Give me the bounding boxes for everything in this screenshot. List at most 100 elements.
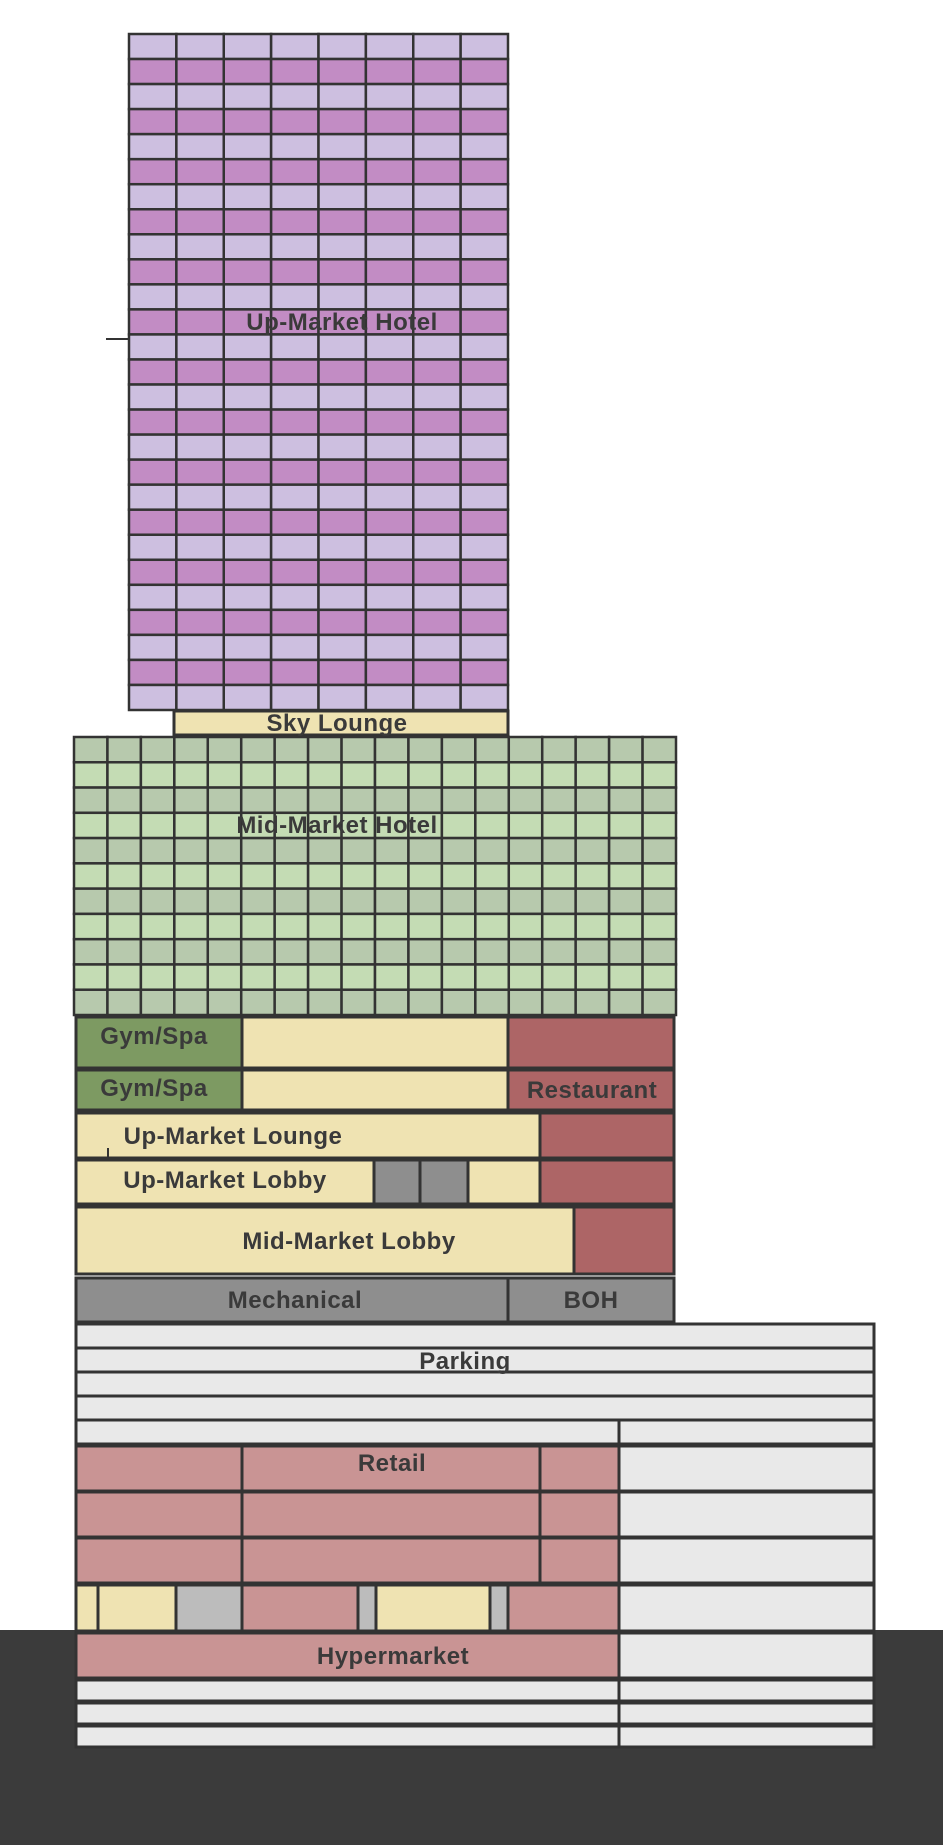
floor-cell (641, 862, 678, 890)
floor-cell (175, 82, 225, 111)
floor-cell (641, 963, 678, 991)
floor-cell (222, 458, 273, 486)
floor-cell (206, 937, 243, 966)
floor-cell (269, 658, 320, 687)
floor-cell (459, 182, 510, 211)
floor-cell (459, 358, 510, 386)
floor-cell (175, 683, 225, 712)
floor-cell (206, 786, 243, 815)
floor-cell (317, 558, 368, 587)
floor-cell (607, 912, 644, 941)
mechanical-label: Mechanical (228, 1287, 362, 1314)
floor-cell (440, 862, 477, 890)
floor-cell (273, 937, 310, 966)
floor-cell (617, 1724, 876, 1749)
floor-cell (239, 735, 276, 764)
floor-cell (239, 988, 276, 1017)
floor-cell (641, 761, 678, 789)
floor-cell (440, 761, 477, 789)
floor-cell (407, 937, 444, 966)
floor-cell (106, 761, 143, 789)
floor-cell (222, 157, 273, 186)
floor-cell (127, 57, 178, 86)
floor-cell (373, 912, 410, 941)
floor-cell (364, 32, 415, 61)
floor-cell (459, 408, 510, 436)
floor-cell (507, 887, 544, 916)
floor-cell (269, 533, 320, 562)
floor-cell (607, 761, 644, 789)
floor-cell (407, 786, 444, 815)
floor-cell (127, 533, 178, 562)
floor-cell (127, 157, 178, 186)
floor-cell (407, 912, 444, 941)
floor-cell (175, 558, 225, 587)
floor-cell (106, 912, 143, 941)
floor-cell (175, 308, 225, 336)
floor-cell (459, 333, 510, 361)
floor-cell (175, 258, 225, 286)
floor-cell (127, 283, 178, 311)
floor-cell (175, 433, 225, 461)
floor-cell (459, 233, 510, 261)
floor-cell (175, 283, 225, 311)
floor-cell (474, 786, 511, 815)
floor-cell (269, 458, 320, 486)
floor-cell (440, 786, 477, 815)
floor-cell (127, 107, 178, 136)
floor-cell (127, 258, 178, 286)
floor-cell (269, 107, 320, 136)
floor-cell (340, 912, 377, 941)
floor-cell (127, 333, 178, 361)
floor-cell (540, 811, 577, 840)
floor-cell (127, 683, 178, 712)
floor-cell (317, 182, 368, 211)
floor-cell (206, 912, 243, 941)
floor-cell (273, 988, 310, 1017)
hypermarket-label: Hypermarket (317, 1643, 469, 1670)
floor-cell (364, 633, 415, 662)
floor-cell (139, 761, 176, 789)
floor-cell (72, 937, 109, 966)
floor-cell (607, 887, 644, 916)
floor-cell (373, 786, 410, 815)
floor-cell (106, 887, 143, 916)
floor-cell (222, 383, 273, 411)
floor-cell (127, 658, 178, 687)
floor-cell (459, 533, 510, 562)
floor-cell (175, 658, 225, 687)
up-market-lobby-label: Up-Market Lobby (123, 1167, 327, 1194)
floor-cell (127, 82, 178, 111)
floor-cell (127, 583, 178, 612)
floor-cell (364, 132, 415, 161)
floor-cell (239, 887, 276, 916)
floor-cell (139, 988, 176, 1017)
floor-cell (364, 258, 415, 286)
floor-cell (641, 912, 678, 941)
floor-cell (540, 761, 577, 789)
floor-cell (412, 458, 462, 486)
floor-cell (574, 786, 611, 815)
floor-cell (306, 811, 343, 840)
floor-cell (173, 937, 210, 966)
floor-cell (617, 1444, 876, 1493)
floor-cell (206, 862, 243, 890)
floor-cell (173, 786, 210, 815)
elevator-core-1 (372, 1158, 422, 1206)
floor-cell (273, 836, 310, 865)
floor-cell (127, 458, 178, 486)
gym-spa-block-2 (74, 1068, 244, 1112)
floor-cell (412, 483, 462, 511)
floor-cell (74, 1701, 621, 1726)
floor-cell (459, 57, 510, 86)
floor-cell (72, 836, 109, 865)
floor-cell (540, 836, 577, 865)
floor-cell (641, 811, 678, 840)
floor-cell (459, 608, 510, 637)
floor-cell (317, 258, 368, 286)
floor-cell (412, 283, 462, 311)
floor-cell (407, 862, 444, 890)
floor-cell (459, 208, 510, 236)
floor-cell (127, 433, 178, 461)
floor-cell (574, 761, 611, 789)
